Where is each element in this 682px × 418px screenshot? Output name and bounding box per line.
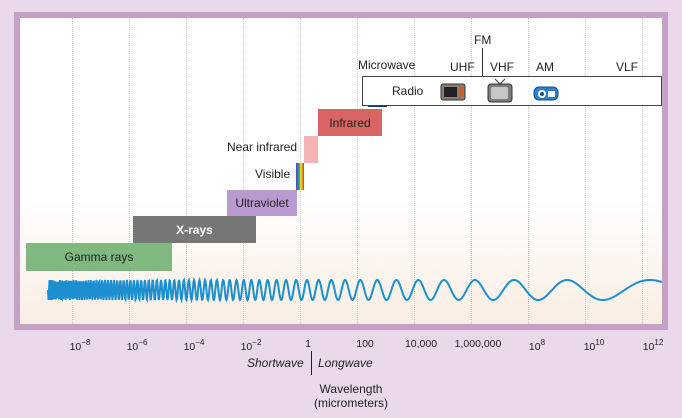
wavelength-title-line2: (micrometers) xyxy=(314,396,388,410)
xrays-band: X-rays xyxy=(133,216,256,243)
wavelength-title-line1: Wavelength xyxy=(319,382,383,396)
axis-tick-label: 1012 xyxy=(642,338,664,353)
gamma-rays-label: Gamma rays xyxy=(64,250,134,264)
am-label: AM xyxy=(536,60,554,74)
near-infrared-band xyxy=(304,136,318,163)
visible-label: Visible xyxy=(255,167,291,181)
axis-tick-label: 10,000 xyxy=(404,338,438,350)
radio-receiver-icon xyxy=(533,86,559,101)
grid-line xyxy=(585,18,586,324)
axis-tick-label: 10−6 xyxy=(126,338,148,353)
axis-tick-label: 10−4 xyxy=(183,338,205,353)
ultraviolet-label: Ultraviolet xyxy=(235,196,289,210)
fm-label: FM xyxy=(474,33,492,47)
xrays-label: X-rays xyxy=(176,222,213,237)
grid-line xyxy=(528,18,529,324)
vlf-label: VLF xyxy=(616,60,639,74)
fm-pointer-line xyxy=(482,48,483,76)
television-icon xyxy=(487,78,513,103)
wavelength-title: Wavelength (micrometers) xyxy=(314,382,388,410)
ultraviolet-band: Ultraviolet xyxy=(227,190,297,216)
gamma-rays-band: Gamma rays xyxy=(26,243,172,271)
axis-tick-label: 10−2 xyxy=(240,338,262,353)
radio-label: Radio xyxy=(392,84,424,98)
grid-line xyxy=(357,18,358,324)
wavelength-wave xyxy=(47,276,662,304)
axis-tick-label: 108 xyxy=(528,338,546,353)
shortwave-label: Shortwave xyxy=(247,356,304,370)
grid-line xyxy=(186,18,187,324)
grid-line xyxy=(414,18,415,324)
axis-tick-label: 1 xyxy=(305,338,311,350)
axis-tick-label: 1010 xyxy=(583,338,605,353)
grid-line xyxy=(243,18,244,324)
grid-line xyxy=(129,18,130,324)
grid-line xyxy=(471,18,472,324)
grid-line xyxy=(72,18,73,324)
microwave-oven-icon xyxy=(440,83,466,101)
spectrum-panel: Gamma rays X-rays Ultraviolet Infrared N… xyxy=(14,12,668,330)
grid-line xyxy=(642,18,643,324)
infrared-band: Infrared xyxy=(318,109,382,136)
vhf-label: VHF xyxy=(490,60,514,74)
longwave-label: Longwave xyxy=(318,356,373,370)
infrared-label: Infrared xyxy=(329,115,371,130)
visible-spectrum-strip xyxy=(296,163,304,190)
axis-tick-label: 10−8 xyxy=(69,338,91,353)
axis-tick-label: 100 xyxy=(356,338,374,350)
near-infrared-label: Near infrared xyxy=(227,140,298,154)
axis-tick-label: 1,000,000 xyxy=(454,338,502,350)
short-long-divider xyxy=(311,351,312,375)
uhf-label: UHF xyxy=(450,60,475,74)
microwave-label: Microwave xyxy=(358,58,416,72)
